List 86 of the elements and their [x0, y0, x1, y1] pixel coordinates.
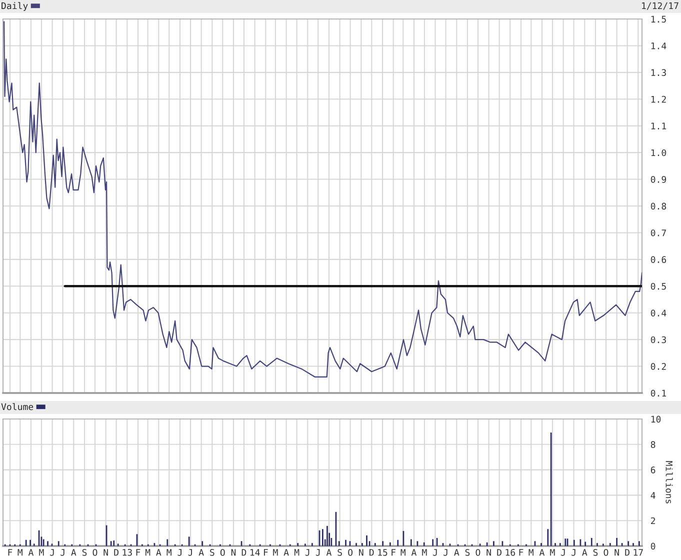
x-tick-label: M — [400, 549, 406, 556]
y-tick-label: 0.9 — [650, 176, 666, 183]
x-tick-label: O — [220, 548, 225, 556]
x-tick-label: J — [178, 549, 182, 556]
x-tick-label: A — [582, 549, 588, 556]
y-tick-label: 1.2 — [651, 96, 666, 103]
x-tick-label: M — [528, 549, 534, 556]
x-tick-label: J — [572, 549, 576, 556]
y-tick-label: 4 — [650, 492, 656, 499]
y-tick-label: 1.0 — [651, 149, 666, 156]
x-tick-label: D — [497, 549, 502, 556]
line-series — [3, 21, 642, 378]
y-tick-label: 0.8 — [650, 202, 666, 210]
y-tick-label: 1.4 — [651, 42, 666, 50]
x-tick-label: J — [60, 549, 64, 556]
x-tick-label: 16 — [506, 548, 515, 556]
x-tick-label: A — [284, 549, 289, 556]
x-tick-label: 17 — [634, 549, 643, 556]
y-tick-label: 10 — [651, 416, 661, 423]
x-tick-label: N — [614, 549, 619, 556]
x-tick-label: 14 — [250, 549, 260, 556]
x-tick-label: S — [338, 548, 342, 556]
y-tick-label: 0.6 — [650, 256, 666, 264]
x-tick-label: M — [39, 549, 44, 556]
y-tick-label: 8 — [650, 441, 656, 448]
x-tick-label: O — [476, 548, 480, 556]
x-tick-label: 15 — [378, 549, 388, 556]
x-tick-label: M — [145, 549, 150, 556]
x-tick-label: A — [326, 549, 332, 556]
y-tick-label: 0.7 — [650, 229, 666, 236]
x-tick-label: N — [486, 549, 491, 556]
x-tick-label: N — [231, 549, 236, 556]
x-tick-label: M — [294, 549, 300, 556]
x-tick-label: J — [188, 549, 192, 556]
x-tick-label: A — [71, 549, 76, 556]
x-tick-label: 13 — [122, 548, 132, 556]
x-tick-label: S — [82, 548, 87, 556]
x-tick-label: O — [604, 548, 608, 556]
x-tick-label: N — [104, 549, 108, 556]
x-tick-label: J — [316, 549, 320, 556]
x-tick-label: O — [348, 548, 353, 556]
x-tick-label: A — [28, 549, 34, 556]
x-tick-label: J — [50, 549, 54, 556]
x-tick-label: D — [242, 549, 246, 556]
x-tick-label: F — [264, 549, 268, 556]
y-tick-label: 0.4 — [650, 310, 666, 316]
x-tick-label: F — [392, 549, 396, 556]
x-tick-label: J — [433, 549, 437, 556]
x-tick-label: F — [136, 549, 140, 556]
x-tick-label: D — [625, 549, 630, 556]
x-tick-label: S — [593, 548, 598, 556]
x-tick-label: S — [210, 548, 214, 556]
y-tick-label: 1.3 — [651, 69, 666, 76]
x-tick-label: M — [273, 549, 278, 556]
x-tick-label: F — [519, 549, 524, 556]
y-tick-label: 0.5 — [650, 282, 666, 290]
x-tick-label: A — [539, 549, 545, 556]
legend-label: Volume — [1, 403, 34, 410]
x-tick-label: F — [8, 549, 12, 556]
text: 1/12/17 — [642, 2, 678, 10]
y-tick-label: 0.1 — [650, 390, 666, 397]
y-tick-label: 0.2 — [650, 363, 666, 370]
y-tick-label: 6 — [650, 466, 656, 474]
y-tick-label: 1.1 — [651, 122, 666, 130]
y-tick-label: 0 — [650, 542, 656, 550]
x-tick-label: M — [422, 549, 427, 556]
x-tick-label: D — [114, 549, 118, 556]
x-tick-label: A — [198, 549, 204, 556]
x-tick-label: O — [92, 548, 98, 556]
y-tick-label: 0.3 — [650, 336, 666, 344]
x-tick-label: J — [444, 549, 448, 556]
y-axis-title: Millions — [666, 461, 673, 504]
y-tick-label: 2 — [651, 517, 655, 524]
x-tick-label: D — [370, 549, 374, 556]
x-tick-label: A — [156, 549, 162, 556]
x-tick-label: J — [561, 549, 565, 556]
x-tick-label: M — [550, 549, 555, 556]
x-tick-label: J — [305, 549, 310, 556]
x-tick-label: N — [359, 549, 364, 556]
x-tick-label: S — [465, 548, 470, 556]
y-tick-label: 1.5 — [651, 16, 666, 23]
x-tick-label: A — [454, 549, 460, 556]
x-tick-label: M — [18, 549, 22, 556]
legend-label: Daily — [2, 2, 28, 11]
x-tick-label: M — [166, 549, 172, 556]
x-tick-label: A — [411, 549, 417, 556]
